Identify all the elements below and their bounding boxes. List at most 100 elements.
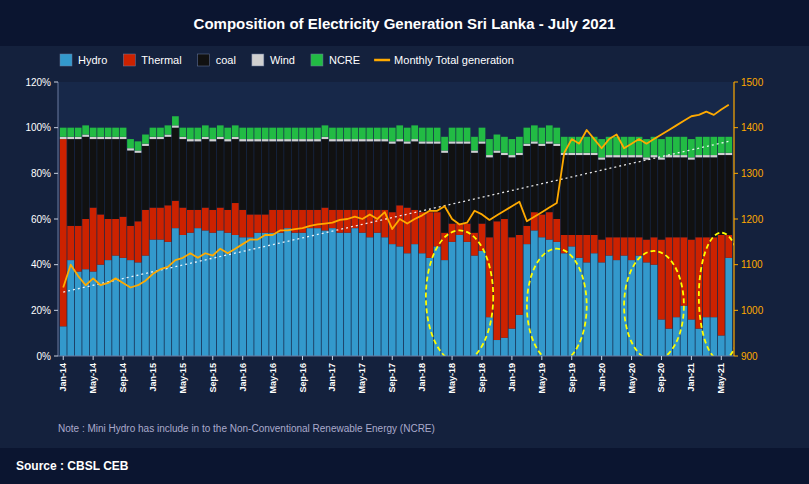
bar <box>546 240 553 356</box>
bar <box>509 157 516 237</box>
bar <box>239 139 246 141</box>
y2-tick-label: 1000 <box>741 305 764 316</box>
bar <box>90 208 97 272</box>
bar <box>157 128 164 137</box>
bar <box>247 139 254 141</box>
bar <box>561 137 568 153</box>
bar <box>494 151 501 153</box>
legend-swatch <box>252 54 264 66</box>
bar <box>239 237 246 356</box>
x-tick <box>631 356 632 360</box>
bar <box>516 153 523 155</box>
bar <box>90 128 97 137</box>
bar <box>411 141 418 210</box>
bar <box>172 128 179 201</box>
legend: HydroThermalcoalWindNCREMonthly Total ge… <box>60 54 514 66</box>
bar <box>509 329 516 356</box>
bar <box>516 235 523 315</box>
legend-label: Monthly Total generation <box>394 54 514 66</box>
bar <box>658 319 665 356</box>
x-tick-label: Sep-18 <box>477 363 487 393</box>
bar <box>112 128 119 137</box>
bar <box>60 137 67 139</box>
bar <box>209 139 216 141</box>
y2-tick-label: 900 <box>741 351 758 362</box>
bar <box>374 141 381 210</box>
bar <box>613 155 620 157</box>
trend-line <box>63 141 729 292</box>
bar <box>404 141 411 143</box>
bar <box>314 228 321 356</box>
legend-swatch <box>374 59 390 62</box>
x-tick <box>182 356 183 360</box>
x-tick-label: Sep-19 <box>567 363 577 393</box>
bar <box>374 233 381 356</box>
x-tick-label: May-17 <box>357 363 367 394</box>
x-tick-label: Sep-15 <box>208 363 218 393</box>
bar <box>725 153 732 155</box>
bar <box>673 317 680 356</box>
bar <box>329 228 336 356</box>
x-tick <box>721 356 722 360</box>
bar <box>337 233 344 356</box>
y2-tick <box>734 173 738 174</box>
bar <box>150 137 157 139</box>
y-tick-label: 100% <box>25 122 51 133</box>
bar <box>209 128 216 139</box>
bar <box>239 128 246 139</box>
bar <box>688 160 695 240</box>
bar <box>322 137 329 139</box>
bar <box>673 157 680 237</box>
bar <box>135 151 142 153</box>
x-tick-label: Sep-20 <box>656 363 666 393</box>
bar <box>598 160 605 240</box>
bar <box>344 141 351 210</box>
bar <box>180 208 187 235</box>
bar <box>381 139 388 141</box>
bar <box>142 210 149 256</box>
bar <box>449 128 456 142</box>
bar <box>710 137 717 155</box>
bar <box>621 155 628 157</box>
bar <box>120 137 127 139</box>
bar <box>224 141 231 210</box>
bar <box>239 210 246 237</box>
bar <box>142 256 149 356</box>
bar <box>449 144 456 224</box>
bar <box>636 256 643 356</box>
bar <box>284 210 291 228</box>
bar <box>202 137 209 139</box>
bar <box>187 233 194 356</box>
bar <box>523 128 530 144</box>
bar <box>269 141 276 210</box>
bar <box>60 326 67 356</box>
x-tick-label: May-21 <box>716 363 726 394</box>
bar <box>284 141 291 210</box>
bar <box>344 233 351 356</box>
bar <box>337 141 344 210</box>
title-bar <box>0 0 809 46</box>
bar <box>381 237 388 356</box>
x-tick <box>152 356 153 360</box>
bar <box>568 155 575 235</box>
bar <box>426 258 433 356</box>
bar <box>322 208 329 231</box>
bar <box>292 141 299 210</box>
bar <box>494 340 501 356</box>
bar <box>262 128 269 139</box>
bar <box>97 139 104 214</box>
x-tick-label: Sep-16 <box>298 363 308 393</box>
bar <box>636 237 643 255</box>
bar <box>419 144 426 213</box>
bar <box>262 214 269 232</box>
bar <box>142 146 149 210</box>
bar <box>165 205 172 242</box>
y-tick <box>54 264 58 265</box>
chart: Composition of Electricity Generation Sr… <box>0 0 809 484</box>
bar <box>322 139 329 208</box>
bar <box>681 155 688 157</box>
legend-label: NCRE <box>329 54 360 66</box>
legend-item: Monthly Total generation <box>374 54 514 66</box>
bar <box>269 233 276 356</box>
bar <box>501 137 508 153</box>
